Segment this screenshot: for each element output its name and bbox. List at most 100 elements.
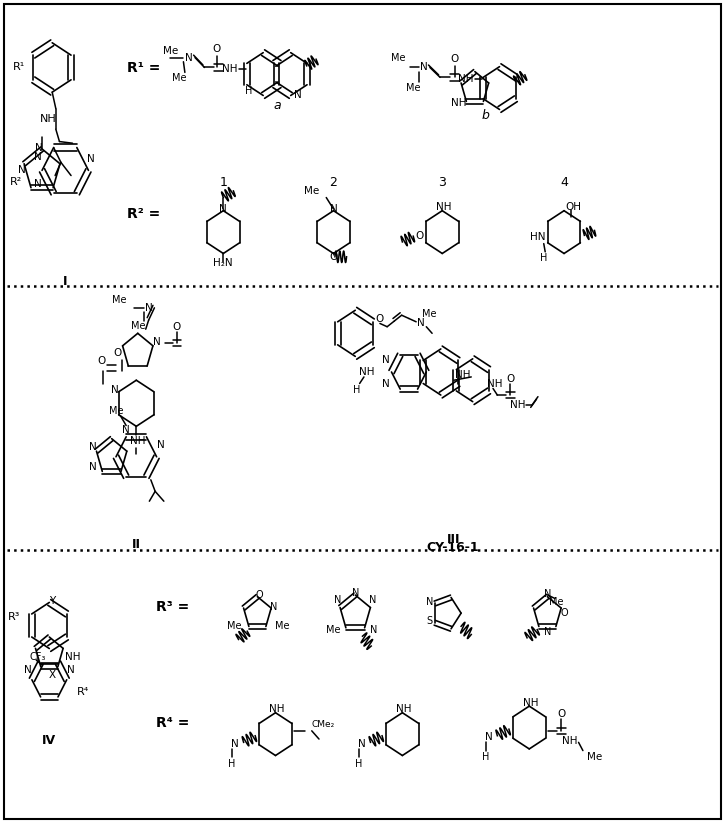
Text: NH: NH [436,202,452,212]
Text: N: N [426,597,433,607]
Text: X: X [49,670,56,680]
Text: N: N [18,165,25,175]
Text: N: N [420,63,428,72]
Text: N: N [111,385,118,395]
Text: N: N [67,665,75,675]
Text: a: a [274,99,281,112]
Text: R² =: R² = [127,207,160,221]
Text: Me: Me [422,309,436,319]
Text: Me: Me [172,73,186,83]
Text: NH: NH [130,436,146,446]
Text: O: O [557,709,566,719]
Text: N: N [186,53,193,63]
Text: H₂N: H₂N [213,258,233,268]
Text: S: S [426,616,432,626]
Text: N: N [358,739,366,749]
Text: H: H [355,759,362,769]
Text: O: O [212,44,221,54]
Text: N: N [330,204,337,214]
Text: Y: Y [49,596,55,606]
Text: N: N [34,179,41,188]
Text: R²: R² [9,177,22,187]
Text: Me: Me [326,625,341,635]
Text: NH: NH [451,98,467,108]
Text: IV: IV [42,734,57,747]
Text: NH: NH [359,367,374,377]
Text: NH: NH [269,704,285,714]
Text: N: N [369,595,376,605]
Text: Me: Me [406,83,420,93]
Text: Me: Me [227,621,241,631]
Text: N: N [145,303,152,313]
Text: O: O [255,590,262,600]
Text: N: N [382,356,389,365]
Text: b: b [482,109,489,122]
Text: Me: Me [587,752,602,762]
Text: Me: Me [304,186,319,196]
Text: 4: 4 [560,176,568,189]
Text: R³ =: R³ = [156,600,189,615]
Text: N: N [35,143,42,153]
Text: NH: NH [458,74,474,84]
Text: H: H [245,86,252,95]
Text: CMe₂: CMe₂ [312,720,335,728]
Text: O: O [376,314,384,323]
Text: NH: NH [562,736,578,746]
Text: H: H [228,759,236,769]
Text: N: N [231,739,239,749]
Text: N: N [88,154,95,164]
Text: N: N [220,204,227,214]
Text: N: N [34,152,41,162]
Text: NH: NH [455,370,471,380]
Text: N: N [544,589,551,599]
Text: III: III [447,532,460,546]
Text: N: N [24,665,31,675]
Text: O: O [329,252,338,262]
Text: O: O [561,608,568,618]
Text: 1: 1 [220,176,227,189]
Text: H: H [540,253,547,263]
Text: CY-16-1: CY-16-1 [427,541,479,554]
Text: Me: Me [130,321,145,331]
Text: O: O [97,356,106,366]
Text: CF₃: CF₃ [30,652,46,662]
Text: R³: R³ [8,612,20,622]
Text: N: N [153,337,160,346]
Text: N: N [123,425,130,435]
Text: N: N [89,462,96,472]
Text: NH: NH [510,400,526,410]
Text: N: N [485,732,493,742]
Text: N: N [157,440,165,450]
Text: O: O [415,231,423,241]
Text: N: N [370,625,377,635]
Text: Me: Me [549,597,563,607]
Text: Me: Me [162,46,178,56]
Text: NH: NH [523,698,539,708]
Text: R⁴: R⁴ [77,687,89,697]
Text: N: N [294,91,302,100]
Text: II: II [132,538,141,551]
Text: N: N [89,442,96,452]
Text: 2: 2 [330,176,337,189]
Text: Me: Me [112,295,127,305]
Text: O: O [113,348,122,358]
Text: 3: 3 [439,176,446,189]
Text: Me: Me [275,621,289,631]
Text: HN: HN [530,232,546,242]
Text: NH: NH [486,379,502,388]
Text: O: O [173,322,181,332]
Text: N: N [382,379,389,388]
Text: NH: NH [65,652,80,662]
Text: N: N [270,602,277,611]
Text: R⁴ =: R⁴ = [156,715,189,730]
Text: N: N [544,627,551,637]
Text: O: O [506,374,515,384]
Text: Me: Me [109,407,123,416]
Text: R¹: R¹ [12,63,25,72]
Text: NH: NH [396,704,412,714]
Text: H: H [482,752,489,762]
Text: N: N [334,595,341,605]
Text: Me: Me [392,53,406,63]
Text: H: H [353,385,360,395]
Text: N: N [352,588,359,598]
